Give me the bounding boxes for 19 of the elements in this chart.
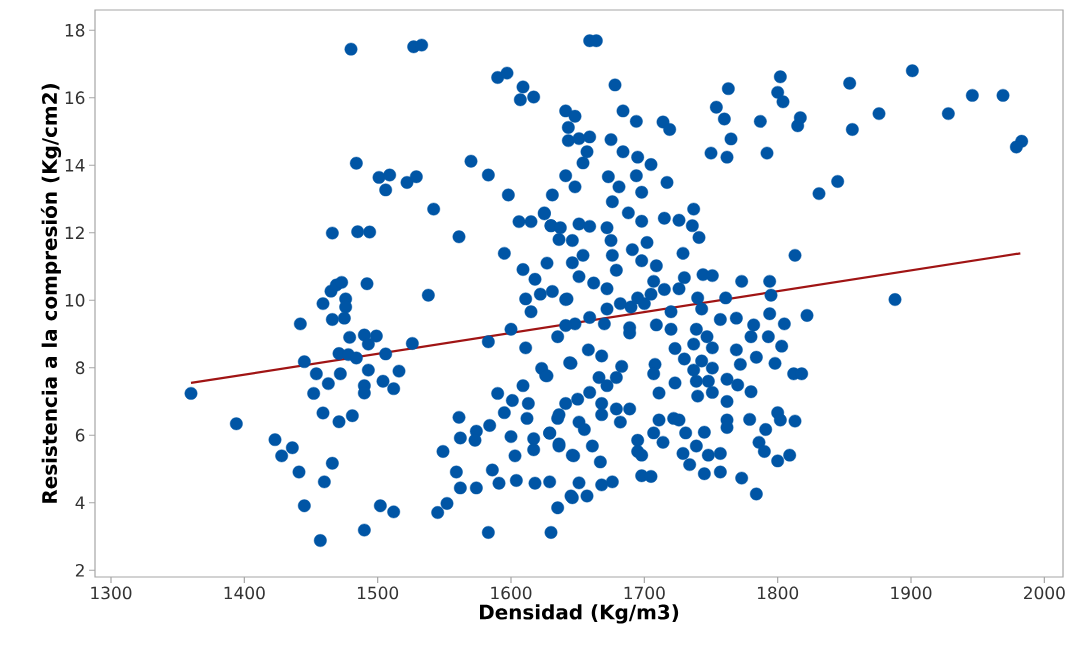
- y-tick-label: 8: [75, 361, 85, 375]
- x-tick-label: 1800: [757, 586, 799, 600]
- y-tick-label: 16: [65, 91, 85, 105]
- x-tick-label: 1600: [491, 586, 532, 600]
- y-tick-label: 14: [65, 159, 85, 172]
- x-tick-label: 1700: [624, 586, 665, 600]
- x-tick-label: 2000: [1024, 586, 1065, 600]
- y-tick-label: 4: [75, 496, 85, 509]
- y-tick-label: 12: [65, 226, 84, 240]
- x-tick-label: 1300: [91, 586, 132, 600]
- x-axis-title: Densidad (Kg/m3): [480, 604, 679, 624]
- x-tick-label: 1400: [224, 586, 265, 600]
- y-axis-title: Resistencia a la compresión (Kg/cm2): [40, 84, 62, 503]
- x-tick-label: 1500: [357, 586, 399, 600]
- y-tick-label: 2: [75, 563, 84, 577]
- y-tick-label: 10: [65, 293, 85, 307]
- y-tick-label: 6: [75, 428, 85, 442]
- y-tick-label: 18: [65, 23, 85, 37]
- x-tick-label: 1900: [891, 586, 932, 600]
